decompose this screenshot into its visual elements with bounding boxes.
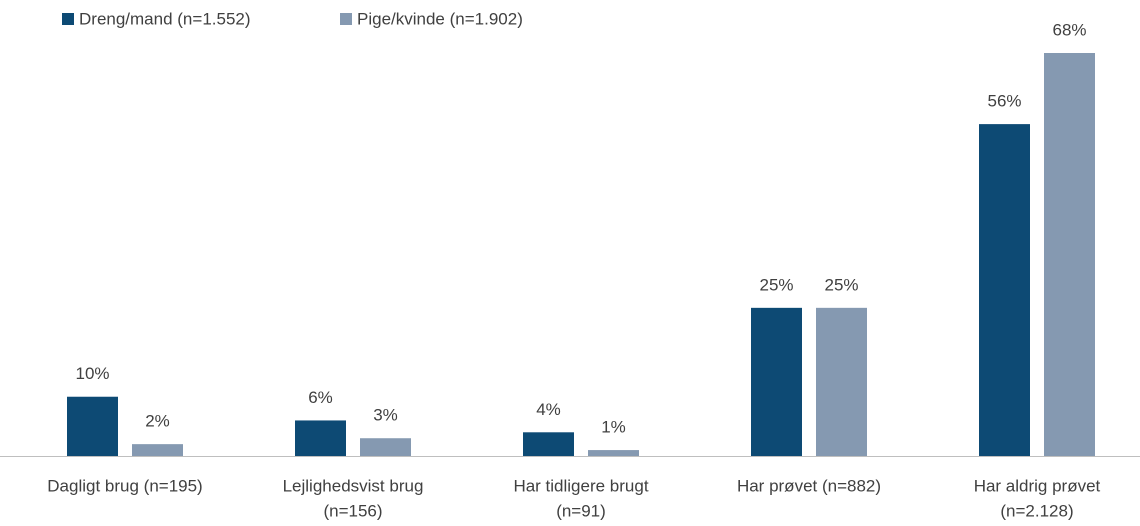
x-tick-label: Dagligt brug (n=195) — [47, 476, 202, 495]
value-label: 68% — [1052, 20, 1086, 39]
value-label: 2% — [145, 412, 170, 431]
bar — [816, 307, 867, 456]
value-label: 6% — [308, 388, 333, 407]
x-tick-label: (n=2.128) — [1000, 501, 1073, 520]
x-tick-label: Har tidligere brugt — [513, 476, 648, 495]
bar — [1044, 53, 1095, 456]
x-tick-label: Lejlighedsvist brug — [283, 476, 424, 495]
x-tick-label: (n=91) — [556, 501, 606, 520]
bar — [979, 124, 1030, 456]
value-label: 4% — [536, 400, 561, 419]
value-label: 25% — [759, 275, 793, 294]
value-label: 3% — [373, 406, 398, 425]
bar — [132, 444, 183, 456]
legend-swatch — [340, 13, 352, 25]
x-tick-label: (n=156) — [323, 501, 382, 520]
x-tick-label: Har aldrig prøvet — [974, 476, 1101, 495]
bar — [295, 420, 346, 456]
bar — [67, 396, 118, 456]
legend-swatch — [62, 13, 74, 25]
bar — [523, 432, 574, 456]
value-label: 25% — [824, 275, 858, 294]
bar — [588, 450, 639, 456]
value-label: 1% — [601, 418, 626, 437]
value-label: 56% — [987, 92, 1021, 111]
bar — [751, 307, 802, 456]
legend-label: Dreng/mand (n=1.552) — [79, 9, 251, 28]
x-tick-label: Har prøvet (n=882) — [737, 476, 881, 495]
legend-label: Pige/kvinde (n=1.902) — [357, 9, 523, 28]
value-label: 10% — [75, 364, 109, 383]
bar — [360, 438, 411, 456]
